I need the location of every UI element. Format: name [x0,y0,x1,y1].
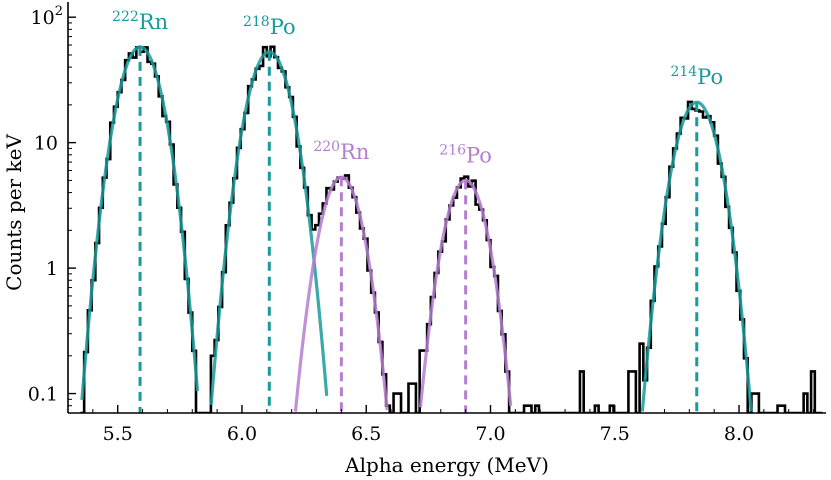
y-axis-label: Counts per keV [2,134,26,291]
x-tick-label: 8.0 [724,423,754,445]
y-tick-label: 102 [31,4,63,29]
axes: 5.5 6.0 6.5 7.0 7.5 8.0 0.1 1 10 102 [28,2,826,445]
y-tick-label: 10 [34,133,58,155]
y-tick-label: 0.1 [28,384,58,406]
y-tick-label: 1 [46,258,58,280]
x-tick-label: 6.5 [351,423,381,445]
x-tick-label: 6.0 [227,423,257,445]
peak-label-220rn: 220Rn [313,139,369,164]
peak-label-222rn: 222Rn [112,9,168,34]
x-tick-label: 5.5 [103,423,133,445]
peak-label-218po: 218Po [243,14,296,39]
x-tick-label: 7.5 [600,423,630,445]
x-tick-label: 7.0 [475,423,505,445]
peak-label-214po: 214Po [670,64,723,89]
peak-label-216po: 216Po [439,142,492,167]
plot-area: 222Rn 218Po 220Rn 216Po 214Po [80,9,823,413]
histogram-series [80,45,823,413]
x-axis-label: Alpha energy (MeV) [344,453,549,477]
